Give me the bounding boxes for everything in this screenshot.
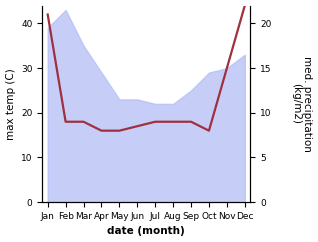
Y-axis label: med. precipitation
(kg/m2): med. precipitation (kg/m2) <box>291 56 313 152</box>
X-axis label: date (month): date (month) <box>107 227 185 236</box>
Y-axis label: max temp (C): max temp (C) <box>5 68 16 140</box>
